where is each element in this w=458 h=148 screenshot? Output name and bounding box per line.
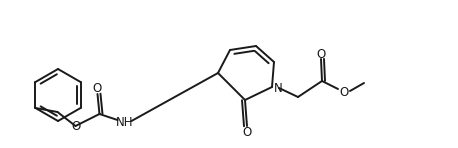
Text: O: O — [339, 86, 349, 99]
Text: O: O — [316, 48, 326, 61]
Text: NH: NH — [116, 115, 133, 128]
Text: O: O — [242, 126, 251, 139]
Text: N: N — [273, 82, 283, 95]
Text: O: O — [72, 119, 81, 132]
Text: O: O — [93, 82, 102, 95]
